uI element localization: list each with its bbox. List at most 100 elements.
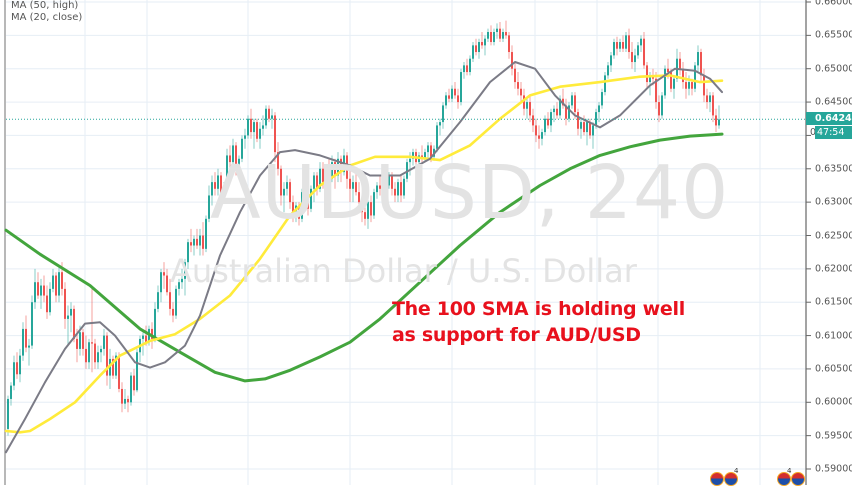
candle-body xyxy=(451,88,453,99)
annotation-line-1: The 100 SMA is holding well xyxy=(392,298,685,320)
price-axis-label: 0.62500 xyxy=(815,230,852,241)
price-axis-label: 0.62000 xyxy=(815,263,852,275)
candle-body xyxy=(580,122,582,129)
candle-body xyxy=(106,335,108,376)
candle-body xyxy=(253,122,255,133)
ma20-line xyxy=(5,61,723,454)
candle-body xyxy=(325,172,327,183)
candle-body xyxy=(364,212,366,219)
legend-ma20[interactable]: MA (20, close) xyxy=(11,12,83,23)
candle-body xyxy=(370,202,372,216)
candle-body xyxy=(688,82,690,89)
candle-body xyxy=(52,275,54,289)
candle-body xyxy=(46,295,48,313)
candle-body xyxy=(70,308,72,316)
candle-body xyxy=(142,335,144,339)
candle-body xyxy=(637,45,639,56)
candle-body xyxy=(265,108,267,126)
legend-ma50[interactable]: MA (50, high) xyxy=(11,0,79,11)
candle-body xyxy=(487,32,489,39)
candle-body xyxy=(37,282,39,296)
annotation-line-2: as support for AUD/USD xyxy=(392,324,641,346)
candle-body xyxy=(205,218,207,249)
symbol-description-watermark: Australian Dollar / U.S. Dollar xyxy=(170,252,637,290)
candle-body xyxy=(715,115,717,126)
candle-body xyxy=(286,182,288,189)
candle-body xyxy=(382,172,384,189)
candle-body xyxy=(88,342,90,363)
candle-body xyxy=(532,115,534,126)
candle-body xyxy=(514,68,516,83)
candle-body xyxy=(85,348,87,363)
price-axis-label: 0.59500 xyxy=(815,430,852,442)
candle-body xyxy=(499,28,501,39)
candle-body xyxy=(22,328,24,356)
candle-body xyxy=(196,238,198,246)
candle-body xyxy=(694,65,696,89)
price-axis-label: 0.66000 xyxy=(815,0,852,8)
candle-body xyxy=(631,52,633,63)
candle-body xyxy=(241,138,243,159)
candle-body xyxy=(490,32,492,43)
candle-body xyxy=(211,182,213,196)
candle-body xyxy=(13,362,15,386)
candle-body xyxy=(478,42,480,53)
candle-body xyxy=(550,112,552,126)
candle-body xyxy=(97,352,99,363)
candle-body xyxy=(424,152,426,159)
candle-body xyxy=(511,52,513,69)
economic-event-flag-icon[interactable] xyxy=(791,472,805,486)
bar-countdown-badge: 47:54 xyxy=(815,126,852,139)
candle-body xyxy=(217,175,219,189)
candle-body xyxy=(520,88,522,96)
price-axis-label: 0.61500 xyxy=(815,296,852,308)
candle-body xyxy=(214,182,216,189)
candle-body xyxy=(352,182,354,189)
candle-body xyxy=(523,95,525,109)
candle-body xyxy=(679,58,681,69)
candle-body xyxy=(199,235,201,246)
candle-body xyxy=(700,52,702,76)
candle-body xyxy=(379,185,381,189)
candle-body xyxy=(469,58,471,73)
candle-body xyxy=(58,272,60,296)
candle-body xyxy=(355,182,357,193)
candle-body xyxy=(76,338,78,349)
candle-body xyxy=(655,78,657,103)
candle-body xyxy=(400,182,402,196)
candle-body xyxy=(445,95,447,106)
candle-body xyxy=(16,362,18,375)
candle-body xyxy=(622,42,624,49)
candle-body xyxy=(685,82,687,89)
candle-body xyxy=(157,292,159,309)
candle-body xyxy=(223,185,225,196)
candle-body xyxy=(172,308,174,316)
candle-body xyxy=(538,135,540,139)
candle-body xyxy=(247,118,249,136)
chart-annotation: The 100 SMA is holding well as support f… xyxy=(392,296,685,348)
economic-event-flag-icon[interactable] xyxy=(710,472,724,486)
candle-body xyxy=(574,95,576,113)
candle-body xyxy=(436,125,438,149)
candle-body xyxy=(535,125,537,136)
candle-body xyxy=(280,168,282,196)
candle-body xyxy=(208,195,210,219)
candle-body xyxy=(64,288,66,319)
candle-body xyxy=(259,128,261,139)
candle-body xyxy=(28,345,30,348)
candle-body xyxy=(94,343,96,363)
current-price-badge: 0.64243 xyxy=(806,112,852,125)
ma100-line xyxy=(4,132,724,383)
candle-body xyxy=(712,95,714,116)
candle-body xyxy=(331,162,333,179)
candle-body xyxy=(373,192,375,216)
candle-body xyxy=(661,95,663,116)
candle-body xyxy=(640,38,642,46)
candle-body xyxy=(49,288,51,313)
candle-body xyxy=(703,75,705,96)
candle-body xyxy=(19,355,21,375)
candle-body xyxy=(40,285,42,296)
candle-body xyxy=(409,158,411,163)
